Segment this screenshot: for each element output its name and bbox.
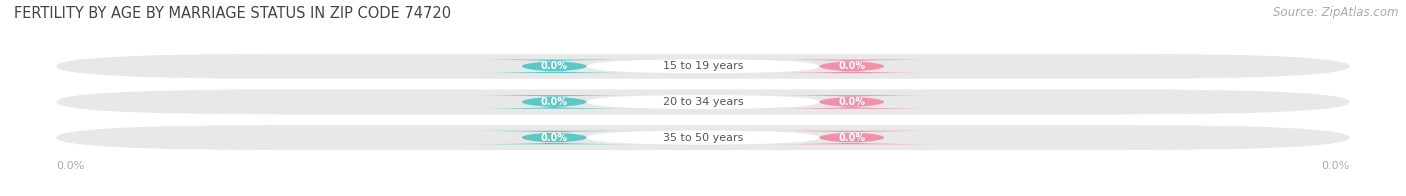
- Text: 0.0%: 0.0%: [541, 132, 568, 142]
- FancyBboxPatch shape: [586, 59, 820, 73]
- Text: 0.0%: 0.0%: [838, 61, 865, 71]
- Text: 15 to 19 years: 15 to 19 years: [662, 61, 744, 71]
- FancyBboxPatch shape: [56, 125, 1350, 150]
- FancyBboxPatch shape: [586, 131, 820, 145]
- Legend: Married, Unmarried: Married, Unmarried: [620, 193, 786, 196]
- Text: 35 to 50 years: 35 to 50 years: [662, 132, 744, 142]
- Text: Source: ZipAtlas.com: Source: ZipAtlas.com: [1274, 6, 1399, 19]
- FancyBboxPatch shape: [56, 89, 1350, 114]
- Text: 0.0%: 0.0%: [1322, 161, 1350, 171]
- FancyBboxPatch shape: [464, 60, 645, 73]
- Text: FERTILITY BY AGE BY MARRIAGE STATUS IN ZIP CODE 74720: FERTILITY BY AGE BY MARRIAGE STATUS IN Z…: [14, 6, 451, 21]
- FancyBboxPatch shape: [464, 131, 645, 144]
- Text: 20 to 34 years: 20 to 34 years: [662, 97, 744, 107]
- Text: 0.0%: 0.0%: [541, 97, 568, 107]
- FancyBboxPatch shape: [761, 131, 942, 144]
- FancyBboxPatch shape: [56, 54, 1350, 79]
- Text: 0.0%: 0.0%: [838, 132, 865, 142]
- FancyBboxPatch shape: [761, 60, 942, 73]
- FancyBboxPatch shape: [464, 95, 645, 109]
- Text: 0.0%: 0.0%: [541, 61, 568, 71]
- FancyBboxPatch shape: [586, 95, 820, 109]
- Text: 0.0%: 0.0%: [56, 161, 84, 171]
- Text: 0.0%: 0.0%: [838, 97, 865, 107]
- FancyBboxPatch shape: [761, 95, 942, 109]
